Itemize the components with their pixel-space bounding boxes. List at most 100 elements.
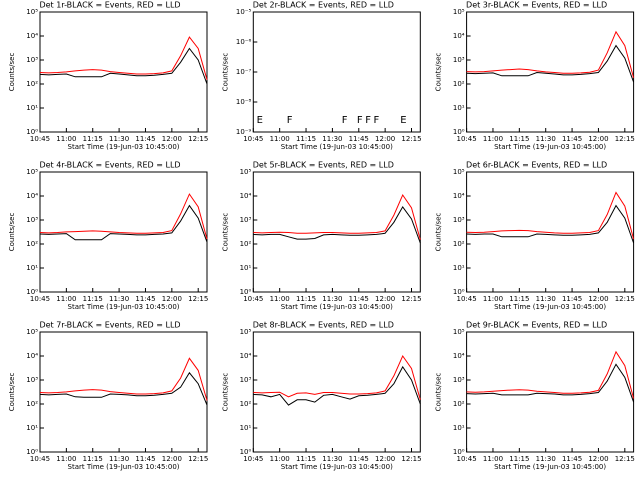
series-line [39, 357, 208, 401]
y-tick-label: 10³ [453, 56, 465, 64]
x-tick-label: 11:45 [135, 135, 155, 143]
y-tick-label: 10⁰ [26, 288, 38, 296]
x-axis-label: Start Time (19-Jun-03 10:45:00) [68, 143, 180, 151]
chart-title: Det 9r-BLACK = Events, RED = LLD [466, 321, 607, 330]
x-tick-label: 10:45 [243, 455, 263, 463]
y-tick-label: 10⁴ [240, 192, 252, 200]
y-tick-label: 10⁰ [453, 288, 465, 296]
x-tick-label: 11:30 [322, 295, 342, 303]
series-line [466, 350, 635, 399]
series-line [466, 191, 635, 240]
series-line [466, 363, 635, 403]
x-tick-label: 12:15 [615, 295, 635, 303]
x-tick-label: 11:15 [509, 135, 529, 143]
x-tick-label: 12:15 [188, 295, 208, 303]
x-tick-label: 11:00 [56, 135, 76, 143]
x-tick-label: 11:30 [536, 135, 556, 143]
y-tick-label: 10⁴ [26, 32, 38, 40]
x-tick-label: 11:00 [483, 135, 503, 143]
x-tick-label: 11:30 [322, 135, 342, 143]
annotation: E [400, 115, 406, 126]
x-tick-label: 11:45 [135, 455, 155, 463]
y-tick-label: 10⁴ [453, 32, 465, 40]
annotation: F [365, 115, 371, 126]
y-tick-label: 10⁻⁶ [236, 38, 252, 46]
chart-title: Det 8r-BLACK = Events, RED = LLD [253, 321, 394, 330]
chart-title: Det 2r-BLACK = Events, RED = LLD [253, 1, 394, 10]
x-tick-label: 12:15 [615, 135, 635, 143]
x-tick-label: 11:30 [109, 455, 129, 463]
y-tick-label: 10⁵ [453, 168, 465, 176]
x-tick-label: 12:00 [375, 295, 395, 303]
annotation: F [287, 115, 293, 126]
x-tick-label: 11:15 [296, 455, 316, 463]
y-axis-label: Counts/sec [435, 53, 443, 92]
x-tick-label: 12:15 [188, 135, 208, 143]
y-tick-label: 10¹ [26, 264, 38, 272]
chart-title: Det 3r-BLACK = Events, RED = LLD [466, 1, 607, 10]
y-tick-label: 10² [26, 80, 38, 88]
y-tick-label: 10⁴ [240, 352, 252, 360]
y-axis-label: Counts/sec [221, 53, 229, 92]
x-tick-label: 11:15 [83, 455, 103, 463]
y-tick-label: 10² [240, 240, 252, 248]
series-line [39, 371, 208, 406]
y-tick-label: 10⁵ [240, 328, 252, 336]
plot-frame [39, 11, 208, 133]
x-tick-label: 11:00 [483, 295, 503, 303]
x-tick-label: 11:15 [296, 295, 316, 303]
x-tick-label: 12:15 [615, 455, 635, 463]
y-tick-label: 10⁴ [26, 192, 38, 200]
y-tick-label: 10⁴ [26, 352, 38, 360]
x-axis-label: Start Time (19-Jun-03 10:45:00) [68, 463, 180, 471]
x-tick-label: 11:00 [56, 295, 76, 303]
y-tick-label: 10³ [453, 376, 465, 384]
x-axis-label: Start Time (19-Jun-03 10:45:00) [494, 143, 606, 151]
x-tick-label: 12:15 [401, 455, 421, 463]
plot-frame [466, 171, 635, 293]
y-tick-label: 10¹ [453, 264, 465, 272]
y-tick-label: 10⁵ [453, 328, 465, 336]
y-tick-label: 10² [26, 400, 38, 408]
series-line [466, 30, 635, 79]
x-tick-label: 10:45 [30, 295, 50, 303]
x-tick-label: 11:00 [270, 295, 290, 303]
x-tick-label: 11:45 [562, 455, 582, 463]
x-tick-label: 12:00 [162, 295, 182, 303]
series-line [253, 354, 421, 400]
x-tick-label: 10:45 [457, 295, 477, 303]
y-tick-label: 10⁰ [453, 128, 465, 136]
x-tick-label: 11:00 [270, 455, 290, 463]
series-line [39, 204, 208, 243]
chart-title: Det 6r-BLACK = Events, RED = LLD [466, 161, 607, 170]
chart-title: Det 5r-BLACK = Events, RED = LLD [253, 161, 394, 170]
y-axis-label: Counts/sec [435, 373, 443, 412]
series-line [466, 44, 635, 83]
y-tick-label: 10¹ [240, 424, 252, 432]
x-tick-label: 10:45 [457, 135, 477, 143]
y-tick-label: 10⁻⁹ [236, 128, 252, 136]
annotation: F [342, 115, 348, 126]
series-line [466, 204, 635, 244]
y-axis-label: Counts/sec [8, 213, 16, 252]
x-tick-label: 10:45 [243, 135, 263, 143]
x-tick-label: 11:15 [83, 295, 103, 303]
x-tick-label: 12:15 [401, 135, 421, 143]
plot-frame [252, 171, 421, 293]
y-tick-label: 10² [26, 240, 38, 248]
x-axis-label: Start Time (19-Jun-03 10:45:00) [281, 143, 393, 151]
y-tick-label: 10⁰ [453, 448, 465, 456]
annotation: E [257, 115, 263, 126]
y-tick-label: 10⁻⁵ [236, 8, 252, 16]
y-tick-label: 10² [453, 400, 465, 408]
x-tick-label: 11:00 [270, 135, 290, 143]
chart-title: Det 1r-BLACK = Events, RED = LLD [39, 1, 180, 10]
y-tick-label: 10³ [240, 376, 252, 384]
x-tick-label: 12:00 [162, 455, 182, 463]
y-tick-label: 10² [453, 240, 465, 248]
series-line [39, 47, 208, 85]
x-tick-label: 12:00 [588, 295, 608, 303]
series-line [253, 365, 421, 406]
x-tick-label: 11:30 [109, 295, 129, 303]
